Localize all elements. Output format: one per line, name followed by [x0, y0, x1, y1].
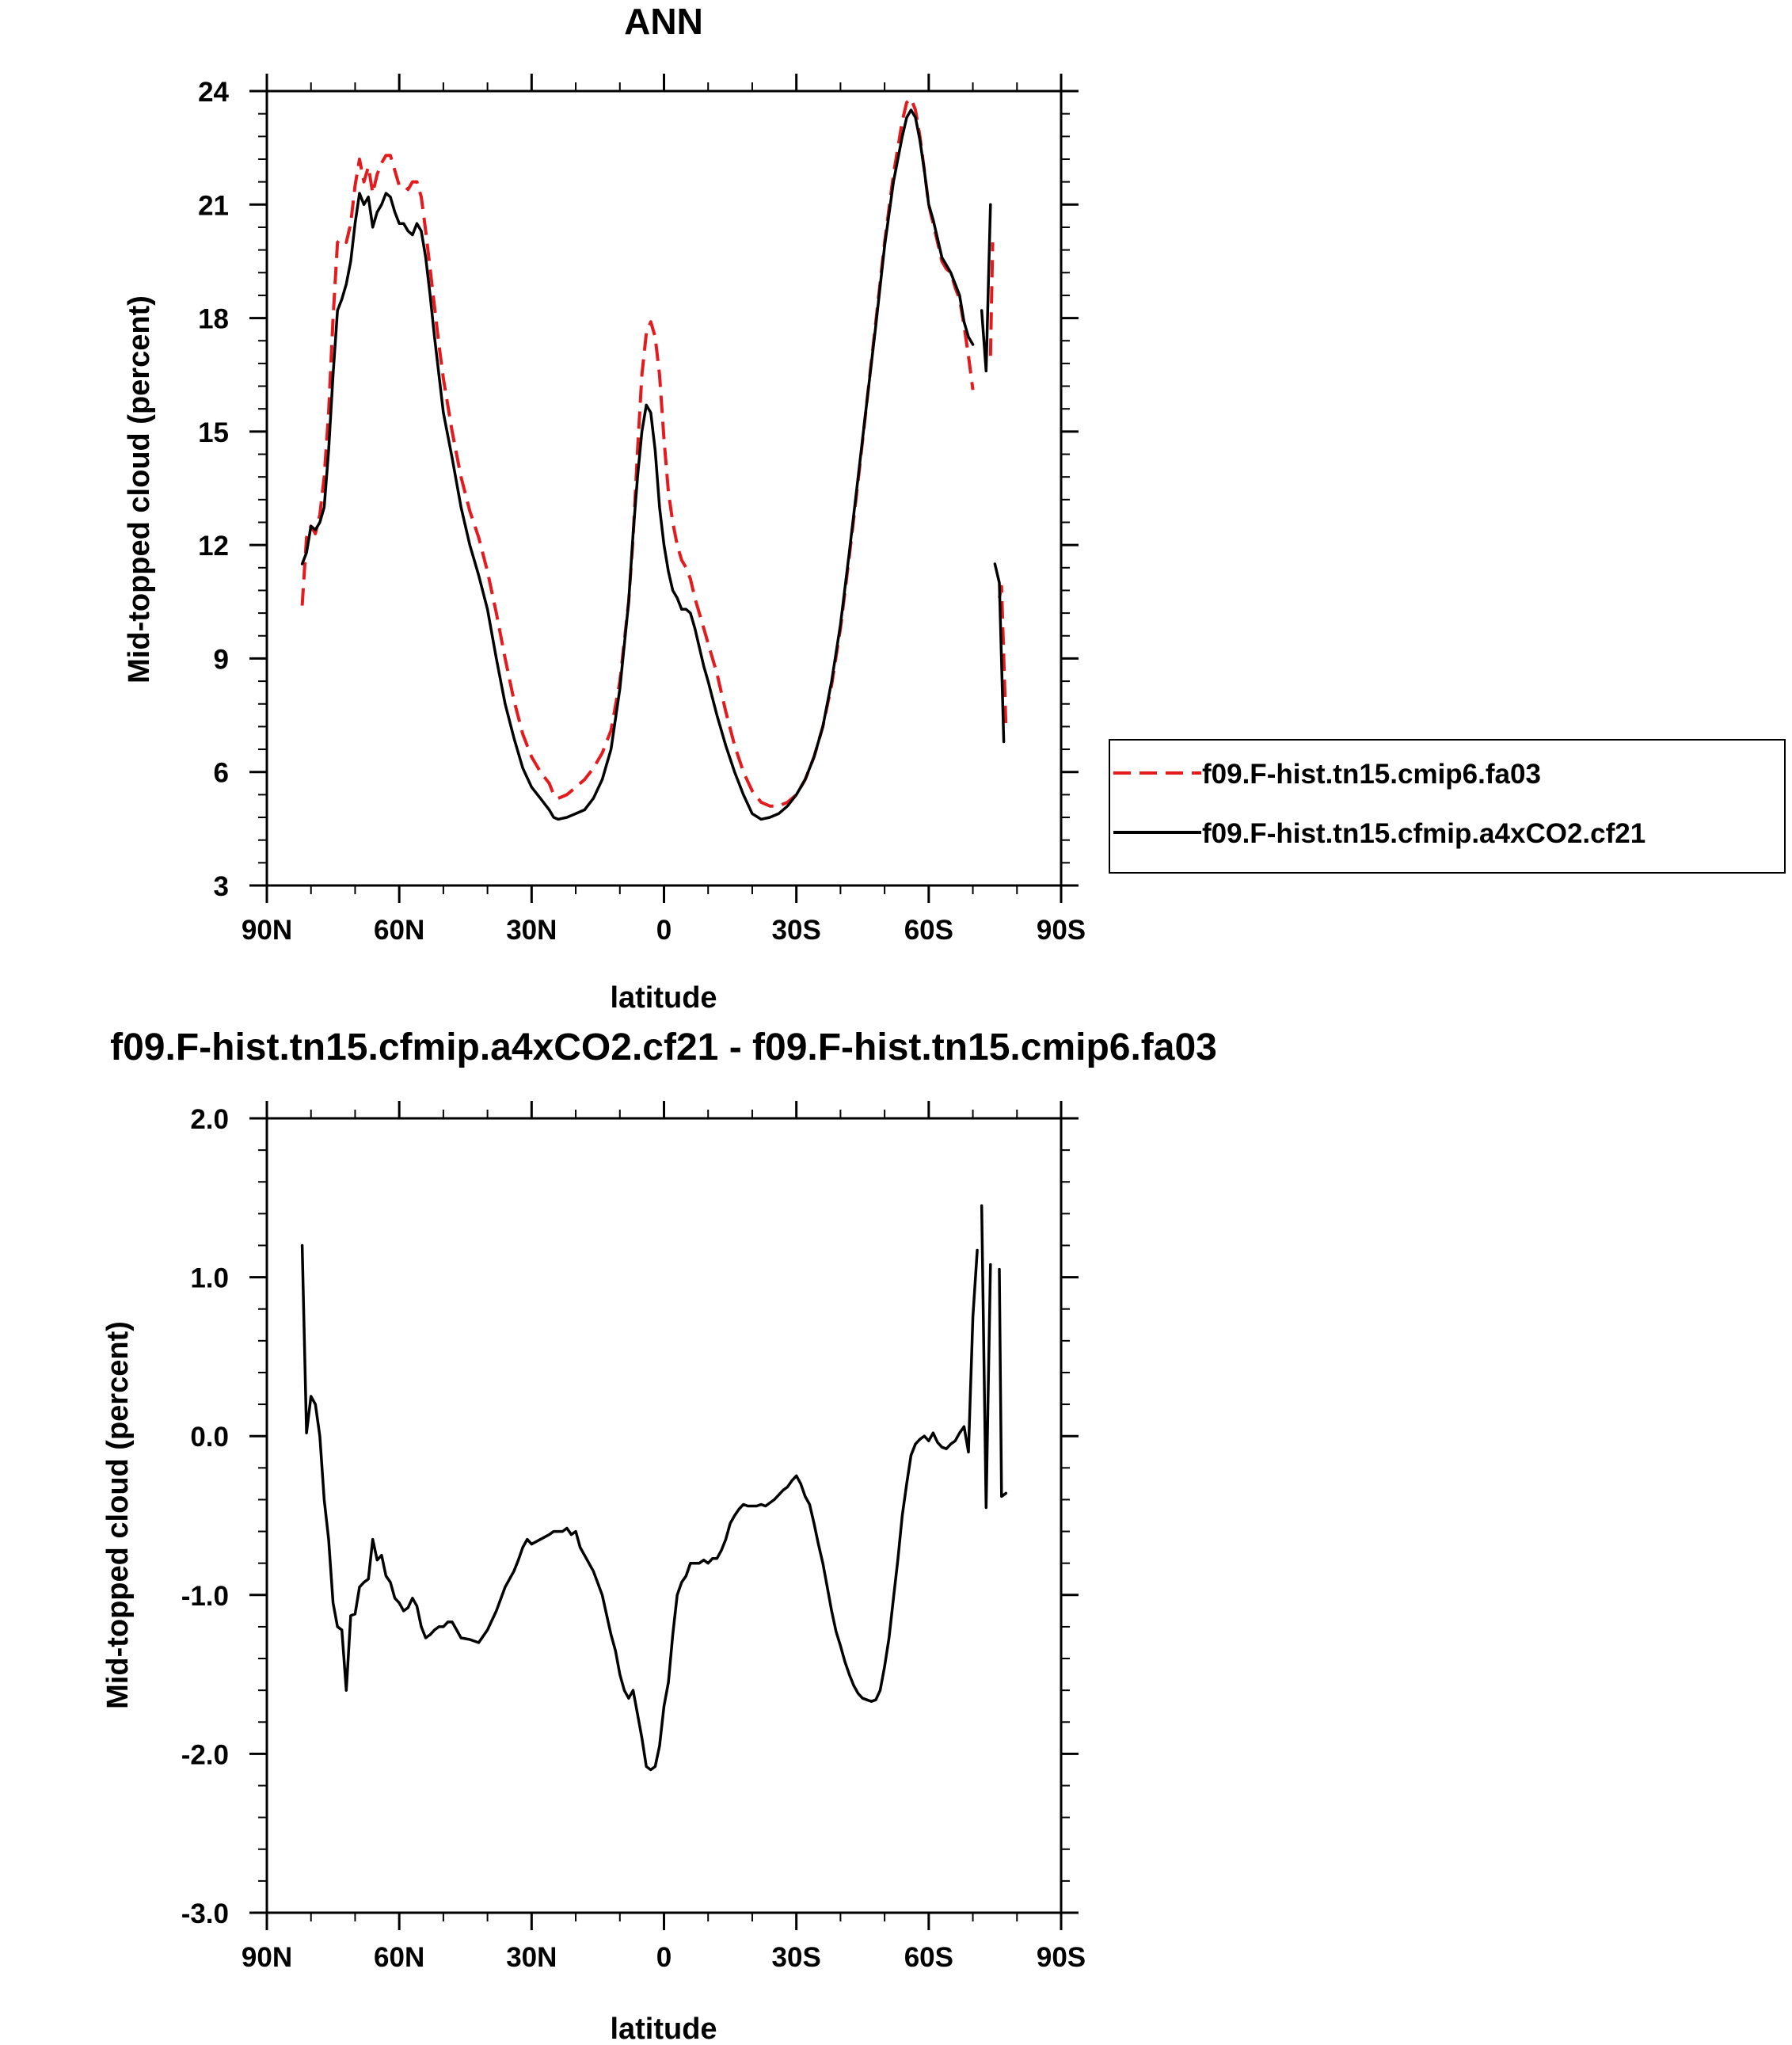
chart-title: f09.F-hist.tn15.cfmip.a4xCO2.cf21 - f09.… [110, 1026, 1217, 1068]
series-group [300, 97, 1008, 821]
y-tick-label: 3 [214, 871, 229, 902]
chart-title: ANN [624, 1, 703, 42]
plot-frame [265, 1117, 1063, 1914]
x-tick-label: 90S [1037, 1942, 1086, 1973]
series-line-1-segment-2 [993, 562, 1006, 744]
series-line-1-segment-1 [980, 203, 992, 373]
y-tick-label: 15 [198, 417, 229, 448]
y-tick-label: 2.0 [190, 1104, 229, 1135]
x-tick-label: 0 [656, 1942, 672, 1973]
legend-box [1109, 739, 1786, 874]
legend-label-fa03: f09.F-hist.tn15.cmip6.fa03 [1202, 759, 1541, 790]
series-line-0-segment-0 [300, 1243, 979, 1772]
y-tick-label: 0.0 [190, 1422, 229, 1453]
y-tick-label: -2.0 [181, 1739, 229, 1770]
x-tick-label: 30S [772, 915, 821, 946]
axis-ticks: 90N 60N 30N 0 30S 60S 90S -3.0 -2.0 -1.0 0.0 1.0 2.0 [181, 1101, 1086, 1973]
x-tick-label: 0 [656, 915, 672, 946]
x-axis-label: latitude [610, 2013, 717, 2045]
y-tick-label: 21 [198, 190, 229, 221]
series-line-0-segment-1 [988, 242, 995, 356]
y-tick-label: 12 [198, 531, 229, 562]
x-tick-label: 30N [506, 915, 557, 946]
axis-ticks: 90N 60N 30N 0 30S 60S 90S 3 6 9 12 15 18 21 24 [198, 74, 1086, 946]
y-tick-label: 1.0 [190, 1263, 229, 1294]
x-axis-label: latitude [610, 981, 717, 1015]
x-tick-label: 90N [242, 1942, 292, 1973]
top-panel: ANN Mid-topped cloud (percent) latitude … [123, 1, 1786, 1015]
x-tick-label: 60S [904, 1942, 953, 1973]
y-axis-label: Mid-topped cloud (percent) [123, 295, 156, 684]
series-group [300, 1204, 1008, 1772]
y-tick-label: -1.0 [181, 1581, 229, 1612]
y-tick-label: 24 [198, 77, 229, 108]
x-tick-label: 60S [904, 915, 953, 946]
legend: f09.F-hist.tn15.cmip6.fa03 f09.F-hist.tn… [1109, 739, 1786, 874]
x-tick-label: 60N [374, 915, 424, 946]
y-tick-label: 18 [198, 304, 229, 335]
y-tick-label: -3.0 [181, 1898, 229, 1929]
y-tick-label: 9 [214, 644, 229, 675]
x-tick-label: 30N [506, 1942, 557, 1973]
legend-label-cf21: f09.F-hist.tn15.cfmip.a4xCO2.cf21 [1202, 818, 1646, 849]
bottom-panel: f09.F-hist.tn15.cfmip.a4xCO2.cf21 - f09.… [101, 1026, 1217, 2045]
series-line-0-segment-1 [980, 1204, 992, 1510]
series-line-1-segment-0 [300, 109, 975, 821]
x-tick-label: 30S [772, 1942, 821, 1973]
series-line-0-segment-0 [300, 97, 975, 808]
x-tick-label: 90S [1037, 915, 1086, 946]
y-axis-label: Mid-topped cloud (percent) [101, 1321, 135, 1709]
series-line-0-segment-2 [998, 1267, 1008, 1499]
plot-frame [265, 89, 1063, 887]
x-tick-label: 60N [374, 1942, 424, 1973]
x-tick-label: 90N [242, 915, 292, 946]
y-tick-label: 6 [214, 758, 229, 789]
